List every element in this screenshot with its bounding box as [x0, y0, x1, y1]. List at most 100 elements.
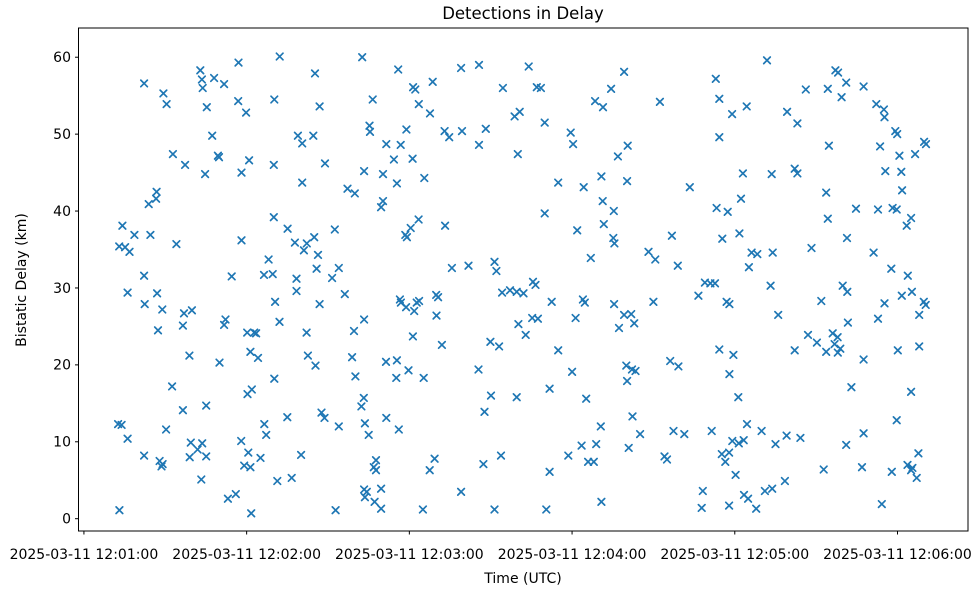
scatter-marker — [767, 169, 776, 179]
scatter-marker — [153, 326, 163, 335]
scatter-marker — [540, 209, 549, 218]
scatter-marker — [669, 426, 678, 436]
scatter-marker — [666, 356, 675, 366]
scatter-marker — [172, 239, 181, 249]
scatter-marker — [151, 194, 161, 203]
scatter-marker — [146, 230, 155, 240]
scatter-marker — [464, 261, 473, 270]
x-tick-label: 2025-03-11 12:01:00 — [10, 547, 159, 563]
scatter-marker — [906, 466, 916, 475]
scatter-marker — [298, 178, 307, 187]
scatter-marker — [481, 124, 490, 133]
y-tick-label: 50 — [53, 127, 71, 143]
scatter-marker — [414, 215, 423, 224]
scatter-marker — [246, 463, 255, 472]
scatter-marker — [139, 79, 149, 88]
scatter-marker — [599, 219, 608, 229]
scatter-marker — [742, 102, 751, 111]
scatter-marker — [486, 391, 496, 400]
scatter-marker — [350, 189, 359, 198]
scatter-marker — [334, 263, 343, 273]
scatter-marker — [193, 445, 202, 454]
scatter-marker — [392, 356, 402, 365]
scatter-marker — [598, 103, 608, 112]
scatter-marker — [389, 155, 399, 164]
scatter-marker — [823, 84, 832, 93]
scatter-marker — [649, 297, 658, 306]
scatter-marker — [768, 484, 777, 493]
scatter-marker — [892, 416, 901, 425]
scatter-marker — [376, 484, 386, 493]
scatter-marker — [793, 119, 802, 128]
x-tick-label: 2025-03-11 12:03:00 — [335, 547, 484, 563]
y-tick-label: 40 — [53, 204, 71, 220]
scatter-marker — [420, 173, 429, 183]
scatter-marker — [360, 419, 370, 428]
scatter-marker — [833, 68, 843, 77]
scatter-marker — [577, 441, 586, 450]
scatter-marker — [910, 149, 920, 159]
scatter-marker — [739, 436, 748, 445]
scatter-marker — [915, 310, 924, 320]
scatter-marker — [179, 309, 189, 318]
scatter-marker — [717, 449, 726, 459]
scatter-marker — [833, 333, 842, 342]
scatter-marker — [596, 422, 605, 431]
scatter-marker — [542, 505, 551, 514]
scatter-marker — [202, 452, 211, 461]
scatter-marker — [168, 149, 178, 159]
scatter-marker — [152, 187, 161, 196]
scatter-marker — [125, 247, 134, 256]
scatter-marker — [244, 156, 254, 165]
scatter-marker — [897, 167, 906, 176]
scatter-marker — [680, 429, 689, 439]
scatter-marker — [382, 139, 391, 149]
scatter-marker — [790, 164, 799, 173]
scatter-marker — [902, 221, 911, 230]
scatter-marker — [178, 321, 188, 330]
scatter-marker — [490, 257, 499, 266]
scatter-marker — [425, 109, 435, 118]
scatter-marker — [498, 83, 508, 93]
scatter-marker — [631, 366, 640, 376]
scatter-points — [113, 52, 931, 518]
scatter-marker — [698, 486, 707, 496]
scatter-marker — [440, 126, 449, 136]
scatter-marker — [496, 451, 506, 460]
scatter-marker — [418, 505, 428, 514]
scatter-marker — [880, 299, 889, 308]
scatter-marker — [644, 247, 653, 256]
scatter-marker — [838, 281, 847, 290]
scatter-marker — [243, 328, 252, 337]
scatter-marker — [893, 346, 902, 355]
scatter-marker — [240, 461, 249, 470]
scatter-marker — [414, 99, 423, 109]
scatter-marker — [364, 430, 373, 440]
scatter-marker — [609, 299, 619, 309]
scatter-marker — [711, 74, 720, 83]
scatter-marker — [564, 451, 573, 460]
scatter-marker — [303, 351, 313, 360]
scatter-marker — [334, 422, 343, 431]
scatter-marker — [264, 255, 273, 264]
scatter-marker — [139, 451, 149, 460]
scatter-marker — [401, 303, 411, 312]
scatter-marker — [378, 169, 388, 179]
scatter-marker — [907, 287, 917, 296]
scatter-marker — [598, 196, 607, 206]
scatter-marker — [396, 140, 405, 150]
scatter-marker — [568, 139, 578, 149]
scatter-marker — [667, 231, 677, 240]
scatter-marker — [857, 463, 867, 472]
scatter-marker — [231, 489, 240, 499]
scatter-marker — [801, 85, 810, 94]
scatter-marker — [727, 109, 737, 119]
scatter-marker — [912, 473, 921, 483]
scatter-marker — [497, 288, 507, 297]
scatter-marker — [729, 350, 738, 360]
scatter-marker — [237, 436, 246, 446]
scatter-marker — [622, 361, 631, 370]
scatter-marker — [440, 221, 450, 230]
scatter-marker — [209, 73, 219, 83]
scatter-marker — [752, 504, 761, 513]
